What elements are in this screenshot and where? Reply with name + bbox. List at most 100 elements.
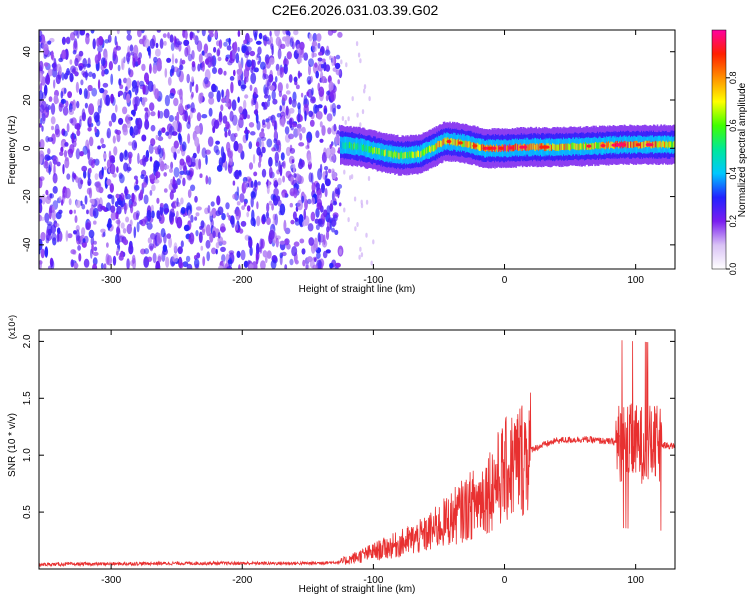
ridge-core <box>412 151 415 159</box>
noise-speckle <box>39 30 43 37</box>
noise-speckle <box>230 81 234 94</box>
noise-speckle <box>162 244 168 253</box>
noise-speckle <box>246 59 252 68</box>
noise-speckle <box>289 118 293 129</box>
noise-speckle <box>183 39 190 46</box>
noise-speckle <box>347 116 350 122</box>
ridge-core <box>653 141 655 149</box>
ridge-core <box>593 143 595 150</box>
noise-speckle <box>82 145 88 155</box>
noise-speckle <box>50 103 56 115</box>
noise-speckle <box>100 57 106 67</box>
ridge-core <box>436 143 438 150</box>
noise-speckle <box>194 258 200 269</box>
ridge-core <box>496 144 498 151</box>
noise-speckle <box>45 237 50 244</box>
x-tick-label: -200 <box>232 275 252 286</box>
ridge-core <box>533 143 536 150</box>
ridge-core <box>531 143 534 150</box>
ridge-core <box>420 150 423 158</box>
noise-speckle <box>96 119 101 127</box>
noise-speckle <box>198 53 203 64</box>
noise-speckle <box>315 207 320 218</box>
ridge-core <box>570 143 572 150</box>
noise-speckle <box>207 136 214 147</box>
noise-speckle <box>124 186 128 197</box>
noise-speckle <box>262 250 268 258</box>
noise-speckle <box>123 150 129 161</box>
noise-speckle <box>334 229 339 235</box>
noise-speckle <box>273 197 279 206</box>
noise-speckle <box>97 45 103 53</box>
noise-speckle <box>99 97 103 109</box>
noise-speckle <box>85 222 91 231</box>
ridge-core <box>413 151 415 159</box>
ridge-hotspot <box>487 146 493 150</box>
ridge-core <box>389 149 392 157</box>
ridge-core <box>528 144 530 152</box>
noise-speckle <box>168 237 173 248</box>
ridge-core <box>516 143 518 150</box>
noise-speckle <box>68 198 72 206</box>
noise-speckle <box>278 90 283 98</box>
ridge-core <box>430 145 433 152</box>
noise-speckle <box>91 198 95 206</box>
ridge-core <box>342 142 345 149</box>
noise-speckle <box>226 45 232 51</box>
noise-speckle <box>176 111 180 124</box>
ridge-core <box>574 143 576 150</box>
noise-speckle <box>190 102 195 113</box>
snr-x-ticks: -300 -200 -100 0 100 <box>101 330 644 586</box>
ridge-core <box>395 152 397 159</box>
snr-y-label: SNR (10 * v/v) <box>7 413 18 477</box>
noise-speckle <box>122 106 128 115</box>
noise-speckle <box>271 119 275 127</box>
colorbar-tick-label: 0.8 <box>728 72 738 85</box>
noise-speckle <box>250 191 256 198</box>
noise-speckle <box>180 197 184 205</box>
noise-speckle <box>325 147 332 159</box>
noise-speckle <box>233 69 236 77</box>
noise-speckle <box>204 58 210 65</box>
noise-speckle <box>316 111 323 120</box>
noise-speckle <box>197 63 201 72</box>
ridge-core <box>374 148 377 155</box>
noise-speckle <box>70 117 77 126</box>
ridge-core <box>656 141 659 148</box>
noise-speckle <box>155 171 161 179</box>
ridge-core <box>597 142 599 150</box>
ridge-core <box>452 139 454 146</box>
noise-speckle <box>311 182 316 193</box>
noise-speckle <box>289 37 294 47</box>
noise-speckle <box>88 71 93 78</box>
ridge-core <box>672 142 674 149</box>
colorbar-label: Normalized spectral amplitude <box>737 82 748 217</box>
ridge-core <box>641 142 643 149</box>
noise-speckle <box>283 58 289 67</box>
noise-speckle <box>115 129 122 135</box>
noise-speckle <box>174 183 178 190</box>
noise-speckle <box>218 157 224 168</box>
ridge-core <box>549 144 551 152</box>
noise-speckle <box>266 138 273 148</box>
ridge-hotspot <box>446 139 452 144</box>
noise-speckle <box>253 171 258 177</box>
noise-speckle <box>63 130 68 137</box>
noise-speckle <box>126 30 131 36</box>
noise-speckle <box>335 69 341 76</box>
noise-speckle <box>55 128 61 138</box>
noise-speckle <box>334 262 341 268</box>
ridge-core <box>418 150 420 158</box>
noise-speckle <box>191 63 196 72</box>
noise-speckle <box>165 131 170 136</box>
ridge-core <box>411 151 414 158</box>
noise-speckle <box>266 121 271 130</box>
noise-speckle <box>47 68 53 77</box>
ridge-core <box>582 143 584 150</box>
ridge-core <box>415 151 417 158</box>
ridge-core <box>567 143 570 150</box>
ridge-core <box>537 143 539 151</box>
noise-speckle <box>149 189 153 196</box>
noise-speckle <box>272 98 278 105</box>
noise-speckle <box>163 40 167 46</box>
